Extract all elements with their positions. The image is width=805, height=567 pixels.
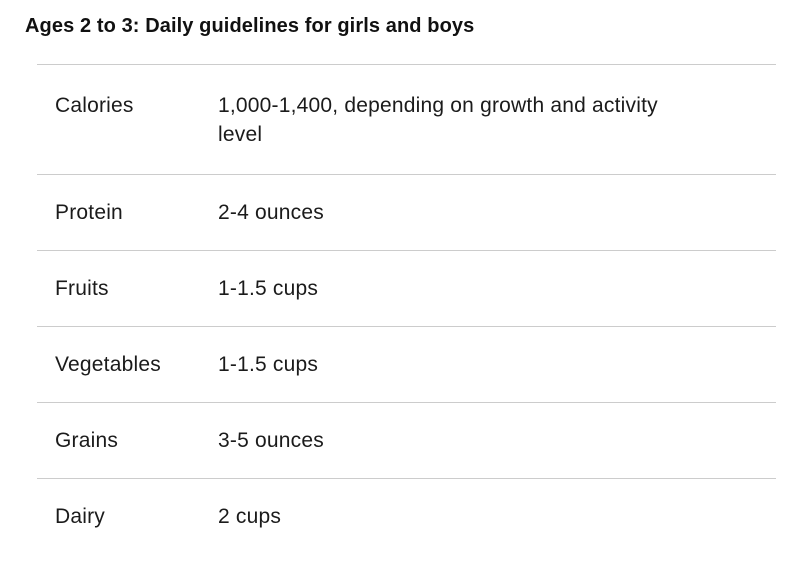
table-row: Calories 1,000-1,400, depending on growt…: [37, 64, 776, 175]
row-value: 2 cups: [218, 478, 776, 554]
row-label: Protein: [37, 174, 218, 251]
row-label: Grains: [37, 402, 218, 479]
row-value: 1-1.5 cups: [218, 250, 776, 327]
row-value: 1,000-1,400, depending on growth and act…: [218, 64, 776, 175]
table-row: Vegetables 1-1.5 cups: [37, 326, 776, 403]
row-label: Dairy: [37, 478, 218, 554]
row-value: 2-4 ounces: [218, 174, 776, 251]
row-value-text: 1-1.5 cups: [218, 353, 319, 376]
row-value: 1-1.5 cups: [218, 326, 776, 403]
row-label: Fruits: [37, 250, 218, 327]
row-label: Calories: [37, 64, 218, 175]
table-row: Grains 3-5 ounces: [37, 402, 776, 479]
row-value-text: 3-5 ounces: [218, 429, 324, 452]
table-body: Calories 1,000-1,400, depending on growt…: [37, 64, 776, 554]
row-value-text: 1-1.5 cups: [218, 277, 319, 300]
row-value-text: 2-4 ounces: [218, 201, 324, 224]
table-row: Protein 2-4 ounces: [37, 174, 776, 251]
row-value-text: 2 cups: [218, 505, 282, 528]
table-row: Dairy 2 cups: [37, 478, 776, 554]
row-value-text: 1,000-1,400, depending on growth and act…: [218, 94, 658, 146]
page-title: Ages 2 to 3: Daily guidelines for girls …: [25, 15, 475, 37]
row-value: 3-5 ounces: [218, 402, 776, 479]
row-label: Vegetables: [37, 326, 218, 403]
table-row: Fruits 1-1.5 cups: [37, 250, 776, 327]
daily-guidelines-table: Calories 1,000-1,400, depending on growt…: [37, 64, 776, 554]
